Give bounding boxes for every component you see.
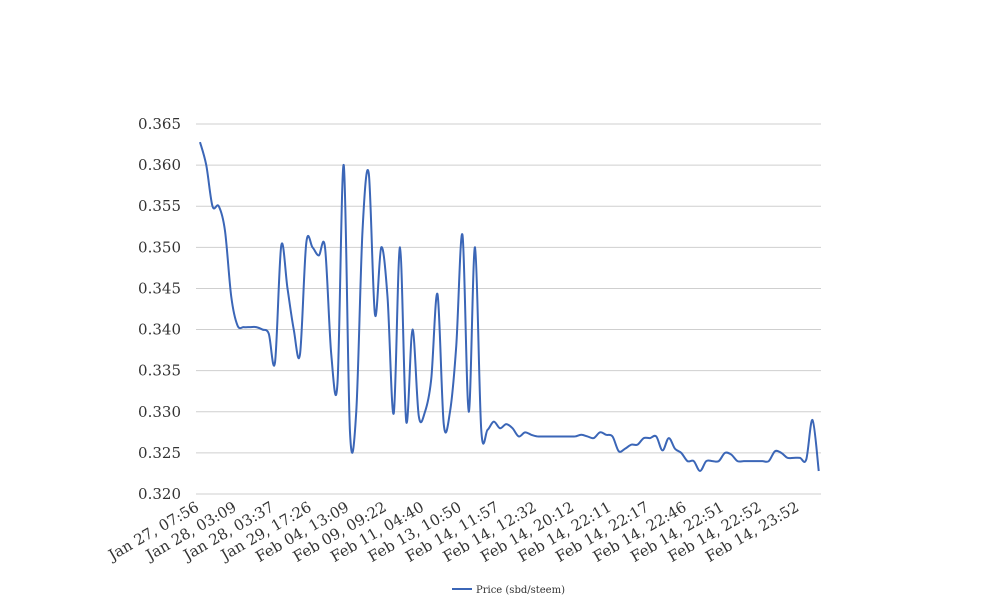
y-tick-label: 0.365 (138, 115, 181, 133)
y-tick-label: 0.320 (138, 485, 181, 503)
price-line (199, 141, 820, 472)
y-tick-label: 0.360 (138, 156, 181, 174)
y-tick-label: 0.355 (138, 197, 181, 215)
y-tick-label: 0.330 (138, 403, 181, 421)
y-tick-label: 0.340 (138, 321, 181, 339)
y-tick-label: 0.345 (138, 279, 181, 297)
y-tick-label: 0.350 (138, 238, 181, 256)
legend-label: Price (sbd/steem) (476, 585, 565, 596)
y-tick-label: 0.335 (138, 362, 181, 380)
y-tick-label: 0.325 (138, 444, 181, 462)
